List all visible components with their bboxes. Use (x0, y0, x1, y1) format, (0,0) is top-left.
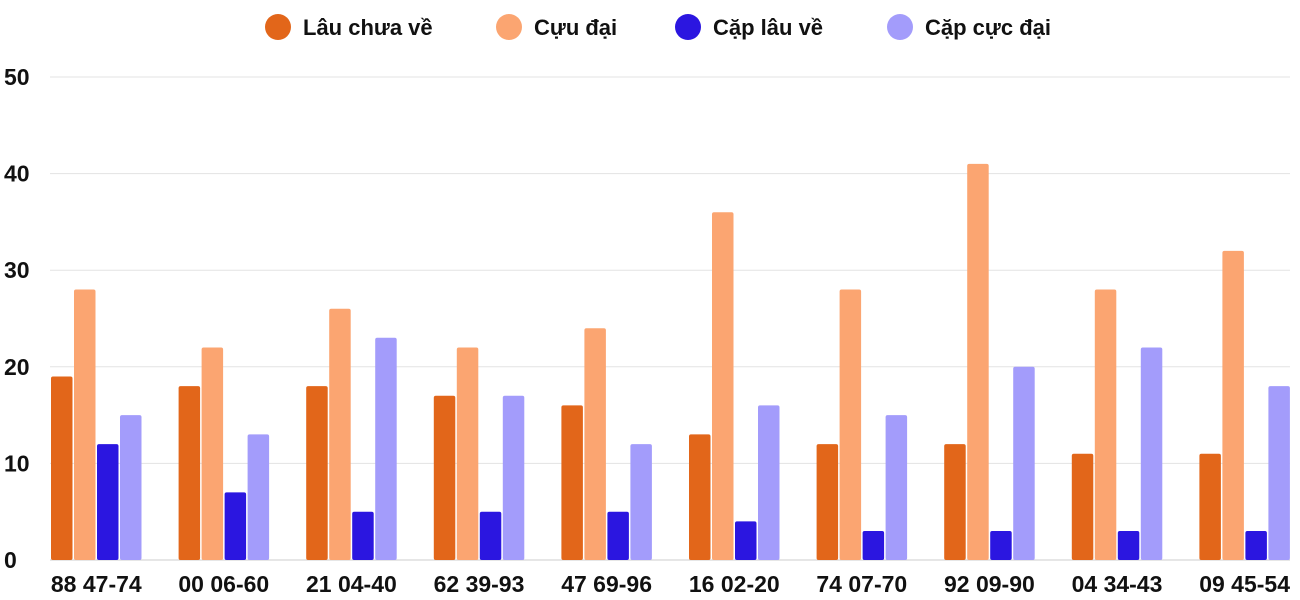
bar-lau-chua-ve-16-02-20 (689, 434, 711, 560)
x-tick-label: 04 34-43 (1072, 571, 1163, 597)
bar-lau-chua-ve-88-47-74 (51, 376, 73, 560)
bar-cap-lau-ve-04-34-43 (1117, 531, 1140, 560)
bar-cuu-dai-00-06-60 (201, 347, 224, 560)
y-tick-label: 50 (4, 64, 30, 90)
bar-cuu-dai-04-34-43 (1094, 289, 1117, 560)
bar-cap-cuc-dai-04-34-43 (1140, 347, 1163, 560)
x-tick-label: 00 06-60 (178, 571, 269, 597)
bar-lau-chua-ve-00-06-60 (178, 386, 201, 560)
bar-cuu-dai-88-47-74 (74, 289, 96, 560)
bar-group-16-02-20 (689, 212, 780, 560)
bar-group-09-45-54 (1199, 250, 1290, 560)
bar-lau-chua-ve-92-09-90 (944, 444, 966, 560)
legend-item-cuu-dai: Cựu đại (496, 14, 617, 40)
bar-cap-lau-ve-16-02-20 (735, 521, 757, 560)
y-axis: 0 10 20 30 40 50 (4, 64, 30, 573)
y-tick-label: 10 (4, 450, 30, 476)
x-axis: 88 47-74 00 06-60 21 04-40 62 39-93 47 69-96… (51, 571, 1290, 597)
x-tick-label: 21 04-40 (306, 571, 397, 597)
bar-cap-lau-ve-88-47-74 (97, 444, 119, 560)
bar-cap-lau-ve-47-69-96 (607, 511, 629, 560)
bar-lau-chua-ve-74-07-70 (816, 444, 839, 560)
bar-cap-lau-ve-21-04-40 (352, 511, 374, 560)
legend-item-cap-lau-ve: Cặp lâu về (675, 14, 823, 40)
y-tick-label: 40 (4, 161, 30, 187)
legend-label: Cặp cực đại (925, 15, 1051, 40)
bar-group-04-34-43 (1071, 289, 1163, 560)
legend-item-cap-cuc-dai: Cặp cực đại (887, 14, 1051, 40)
legend-swatch (265, 14, 291, 40)
bar-cap-cuc-dai-00-06-60 (247, 434, 270, 560)
bar-cuu-dai-74-07-70 (839, 289, 862, 560)
x-tick-label: 16 02-20 (689, 571, 780, 597)
bar-group-92-09-90 (944, 163, 1035, 560)
x-tick-label: 09 45-54 (1199, 571, 1290, 597)
bar-lau-chua-ve-09-45-54 (1199, 453, 1221, 560)
bar-cap-cuc-dai-74-07-70 (885, 415, 908, 560)
y-tick-label: 0 (4, 547, 17, 573)
legend-label: Cựu đại (534, 15, 617, 40)
bar-cap-cuc-dai-21-04-40 (375, 337, 397, 560)
bar-group-21-04-40 (306, 308, 397, 560)
bar-lau-chua-ve-21-04-40 (306, 386, 328, 560)
x-tick-label: 62 39-93 (434, 571, 525, 597)
legend-item-lau-chua-ve: Lâu chưa về (265, 14, 433, 40)
bar-cap-lau-ve-74-07-70 (862, 531, 885, 560)
bar-group-00-06-60 (178, 347, 270, 560)
bar-cap-lau-ve-62-39-93 (479, 511, 502, 560)
bar-cuu-dai-21-04-40 (329, 308, 351, 560)
bar-group-62-39-93 (433, 347, 525, 560)
bar-cap-lau-ve-92-09-90 (990, 531, 1012, 560)
x-tick-label: 47 69-96 (561, 571, 652, 597)
bar-group-88-47-74 (51, 289, 142, 560)
bar-lau-chua-ve-62-39-93 (433, 395, 456, 560)
legend-swatch (675, 14, 701, 40)
bar-cap-lau-ve-00-06-60 (224, 492, 247, 560)
bar-cuu-dai-47-69-96 (584, 328, 606, 560)
bar-cap-cuc-dai-09-45-54 (1268, 386, 1290, 560)
bar-cap-cuc-dai-88-47-74 (120, 415, 142, 560)
legend-label: Lâu chưa về (303, 15, 433, 40)
bar-cuu-dai-92-09-90 (967, 163, 989, 560)
legend-label: Cặp lâu về (713, 15, 823, 40)
bar-cap-cuc-dai-92-09-90 (1013, 366, 1035, 560)
bar-cap-cuc-dai-47-69-96 (630, 444, 652, 560)
y-tick-label: 20 (4, 354, 30, 380)
chart-legend: Lâu chưa về Cựu đại Cặp lâu về Cặp cực đại (265, 14, 1051, 40)
bar-cap-cuc-dai-16-02-20 (758, 405, 780, 560)
legend-swatch (496, 14, 522, 40)
x-tick-label: 92 09-90 (944, 571, 1035, 597)
bar-cap-lau-ve-09-45-54 (1245, 531, 1267, 560)
x-tick-label: 88 47-74 (51, 571, 142, 597)
bar-cuu-dai-09-45-54 (1222, 250, 1244, 560)
y-tick-label: 30 (4, 257, 30, 283)
x-tick-label: 74 07-70 (816, 571, 907, 597)
bar-cap-cuc-dai-62-39-93 (502, 395, 525, 560)
legend-swatch (887, 14, 913, 40)
bar-lau-chua-ve-47-69-96 (561, 405, 583, 560)
bar-cuu-dai-62-39-93 (456, 347, 479, 560)
bar-group-47-69-96 (561, 328, 652, 560)
bar-group-74-07-70 (816, 289, 908, 560)
bar-lau-chua-ve-04-34-43 (1071, 453, 1094, 560)
bar-cuu-dai-16-02-20 (712, 212, 734, 560)
chart-bars (51, 163, 1290, 560)
